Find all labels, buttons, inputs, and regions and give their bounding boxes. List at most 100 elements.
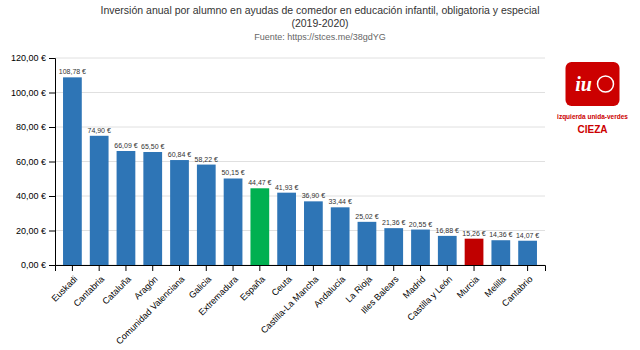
data-label: 50,15 €: [221, 169, 244, 176]
y-tick: 40,00 €: [16, 191, 55, 201]
data-label: 14,07 €: [516, 232, 539, 239]
grid-line: [55, 58, 545, 59]
data-label: 108,78 €: [59, 68, 86, 75]
data-label: 20,55 €: [409, 221, 432, 228]
tick-mark: [447, 265, 448, 271]
bar: [438, 236, 457, 265]
tick-mark: [49, 93, 55, 94]
tick-mark: [233, 265, 234, 271]
bar: [63, 77, 82, 265]
x-tick: Murcia: [455, 265, 481, 300]
x-tick: Madrid: [401, 265, 428, 300]
y-tick: 80,00 €: [16, 122, 55, 132]
x-tick: Aragón: [132, 265, 160, 302]
tick-mark: [259, 265, 260, 271]
bar: [384, 228, 403, 265]
tick-mark: [313, 265, 314, 271]
tick-mark: [366, 265, 367, 271]
logo: iu izquierda unida-verdes CIEZA: [557, 62, 628, 135]
tick-label: Ceuta: [270, 274, 294, 298]
data-label: 33,44 €: [328, 198, 351, 205]
tick-label: 80,00 €: [16, 122, 46, 132]
bar: [331, 207, 350, 265]
bar: [197, 165, 216, 265]
tick-mark: [286, 265, 287, 271]
tick-mark: [152, 265, 153, 271]
bar: [224, 178, 243, 265]
tick-mark: [99, 265, 100, 271]
tick-label: Castilla-La Mancha: [259, 274, 321, 336]
data-label: 41,93 €: [275, 184, 298, 191]
data-label: 16,88 €: [436, 227, 459, 234]
bar: [170, 160, 189, 265]
tick-label: Cantabria: [72, 274, 107, 309]
tick-label: Castilla y León: [405, 274, 454, 323]
tick-mark: [527, 265, 528, 271]
x-tick: Comunidad Valenciana: [114, 265, 186, 346]
data-label: 74,90 €: [88, 127, 111, 134]
title: (2019-2020): [291, 17, 348, 29]
logo-text: CIEZA: [578, 124, 608, 135]
x-tick: Illes Balears: [359, 265, 401, 316]
tick-label: 100,00 €: [11, 88, 46, 98]
tick-label: Andalucía: [312, 274, 347, 309]
y-tick: 60,00 €: [16, 157, 55, 167]
data-label: 44,47 €: [248, 179, 271, 186]
tick-label: Extremadura: [197, 274, 241, 318]
plot: 0,00 €20,00 €40,00 €60,00 €80,00 €100,00…: [11, 53, 546, 346]
tick-mark: [49, 162, 55, 163]
data-label: 65,50 €: [141, 143, 164, 150]
tick-mark: [49, 265, 55, 266]
tick-mark: [206, 265, 207, 271]
tick-label: España: [238, 274, 267, 303]
x-tick: Castilla-La Mancha: [259, 265, 321, 335]
bar: [465, 239, 484, 265]
tick-mark: [49, 231, 55, 232]
bar: [491, 240, 510, 265]
grid-line: [55, 127, 545, 128]
logo-box: [566, 62, 620, 106]
x-tick: Cantabria: [72, 265, 107, 309]
x-tick: España: [238, 265, 267, 303]
grid: [55, 58, 545, 265]
logo-mark: iu: [575, 73, 592, 95]
x-tick: Cantabrio: [500, 265, 535, 309]
bar: [250, 188, 269, 265]
logo-text: izquierda unida-verdes: [557, 113, 628, 121]
data-label: 21,36 €: [382, 219, 405, 226]
x-axis: EuskadiCantabriaCataluñaAragónComunidad …: [50, 265, 546, 346]
tick-mark: [49, 58, 55, 59]
x-tick: Ceuta: [270, 265, 294, 298]
bar: [277, 193, 296, 265]
tick-label: 20,00 €: [16, 226, 46, 236]
bar: [143, 152, 162, 265]
bar: [90, 136, 109, 265]
bar: [518, 241, 537, 265]
bar: [304, 201, 323, 265]
tick-mark: [393, 265, 394, 271]
title: Inversión anual por alumno en ayudas de …: [101, 4, 540, 16]
tick-label: 40,00 €: [16, 191, 46, 201]
data-label: 58,22 €: [195, 156, 218, 163]
bar: [411, 230, 430, 265]
tick-label: 120,00 €: [11, 53, 46, 63]
subtitle: Fuente: https://stces.me/38gdYG: [254, 32, 386, 42]
x-tick: Galicia: [187, 265, 214, 300]
x-tick: Castilla y León: [405, 265, 454, 323]
y-axis: 0,00 €20,00 €40,00 €60,00 €80,00 €100,00…: [11, 53, 56, 270]
data-label: 60,84 €: [168, 151, 191, 158]
tick-mark: [420, 265, 421, 271]
bar: [117, 151, 136, 265]
y-tick: 20,00 €: [16, 226, 55, 236]
data-label: 66,09 €: [114, 142, 137, 149]
chart: Inversión anual por alumno en ayudas de …: [0, 0, 640, 350]
tick-label: Cataluña: [100, 274, 133, 307]
data-label: 36,90 €: [302, 192, 325, 199]
tick-mark: [500, 265, 501, 271]
tick-label: Murcia: [455, 274, 481, 300]
tick-label: Comunidad Valenciana: [114, 274, 186, 346]
tick-label: 60,00 €: [16, 157, 46, 167]
tick-mark: [72, 265, 73, 271]
data-label: 15,26 €: [462, 230, 485, 237]
tick-mark: [49, 196, 55, 197]
